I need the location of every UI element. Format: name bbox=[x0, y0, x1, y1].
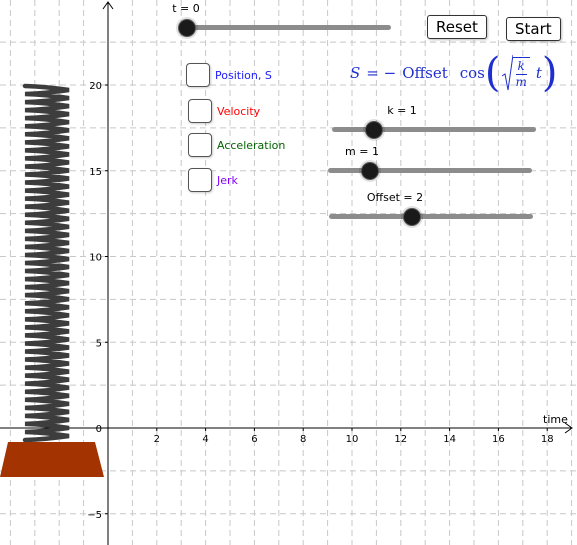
x-tick-labels: 2 4 6 8 10 12 14 16 18 bbox=[154, 428, 554, 445]
y-tick-label: 10 bbox=[89, 253, 102, 264]
formula-offset: Offset bbox=[402, 64, 448, 82]
formula-right-paren: ) bbox=[541, 50, 558, 96]
x-axis-arrow bbox=[564, 422, 573, 434]
x-tick-label: 8 bbox=[300, 434, 306, 445]
y-tick-label: 5 bbox=[96, 338, 102, 349]
m-slider-track[interactable] bbox=[328, 168, 532, 173]
y-tick-label: 20 bbox=[89, 81, 102, 92]
spring-base bbox=[0, 442, 104, 477]
x-tick-label: 4 bbox=[202, 434, 208, 445]
y-tick-label: −5 bbox=[87, 510, 102, 521]
k-slider-knob[interactable] bbox=[364, 121, 383, 139]
reset-button[interactable]: Reset bbox=[427, 15, 487, 39]
jerk-checkbox[interactable] bbox=[188, 168, 212, 192]
velocity-checkbox[interactable] bbox=[188, 99, 212, 123]
acceleration-checkbox[interactable] bbox=[188, 133, 212, 157]
position-checkbox-label: Position, S bbox=[215, 68, 272, 82]
k-slider[interactable] bbox=[332, 121, 536, 139]
formula-cos: cos bbox=[459, 64, 485, 82]
formula-sqrt: k m bbox=[501, 54, 530, 92]
offset-slider-track[interactable] bbox=[329, 214, 533, 219]
jerk-checkbox-label: Jerk bbox=[217, 173, 238, 187]
x-tick-label: 10 bbox=[346, 434, 359, 445]
formula-m: m bbox=[515, 74, 527, 89]
k-slider-label: k = 1 bbox=[387, 104, 417, 117]
y-axis-arrow bbox=[102, 1, 114, 10]
offset-slider-knob[interactable] bbox=[402, 208, 421, 226]
checkbox-jerk-row[interactable]: Jerk bbox=[188, 168, 238, 192]
x-axis-label: time bbox=[543, 413, 568, 426]
x-tick-label: 12 bbox=[394, 434, 407, 445]
x-tick-label: 18 bbox=[541, 434, 554, 445]
checkbox-velocity-row[interactable]: Velocity bbox=[188, 99, 260, 123]
m-slider-label: m = 1 bbox=[345, 145, 379, 158]
velocity-checkbox-label: Velocity bbox=[217, 104, 261, 118]
acceleration-checkbox-label: Acceleration bbox=[217, 138, 286, 152]
y-tick-labels: 20 15 10 5 0 −5 bbox=[87, 81, 108, 521]
x-tick-label: 6 bbox=[251, 434, 257, 445]
x-tick-label: 14 bbox=[443, 434, 456, 445]
formula-equals-minus: = − bbox=[366, 64, 397, 82]
t-slider-label: t = 0 bbox=[172, 2, 200, 15]
t-slider[interactable] bbox=[178, 19, 391, 37]
y-tick-label: 15 bbox=[89, 167, 102, 178]
formula-fraction: k m bbox=[512, 56, 530, 90]
offset-slider[interactable] bbox=[329, 208, 533, 226]
spring[interactable] bbox=[22, 83, 70, 443]
formula-lhs: S bbox=[350, 64, 361, 82]
formula-left-paren: ( bbox=[484, 50, 501, 96]
formula-k: k bbox=[515, 58, 527, 75]
spring-coil[interactable] bbox=[22, 83, 70, 443]
y-tick-label: 0 bbox=[96, 424, 102, 435]
m-slider-knob[interactable] bbox=[360, 162, 379, 180]
t-slider-track[interactable] bbox=[186, 25, 391, 30]
x-tick-label: 2 bbox=[154, 434, 160, 445]
t-slider-knob[interactable] bbox=[178, 19, 196, 37]
checkbox-acceleration-row[interactable]: Acceleration bbox=[188, 133, 285, 157]
sqrt-symbol bbox=[501, 54, 513, 91]
checkbox-position-row[interactable]: Position, S bbox=[186, 63, 272, 87]
x-tick-label: 16 bbox=[492, 434, 505, 445]
formula-t: t bbox=[535, 64, 542, 82]
offset-slider-label: Offset = 2 bbox=[366, 191, 424, 204]
start-button[interactable]: Start bbox=[506, 17, 561, 41]
m-slider[interactable] bbox=[328, 162, 532, 180]
position-formula: S = − Offset cos ( k m t ) bbox=[350, 46, 558, 100]
k-slider-track[interactable] bbox=[332, 127, 536, 132]
position-checkbox[interactable] bbox=[186, 63, 210, 87]
